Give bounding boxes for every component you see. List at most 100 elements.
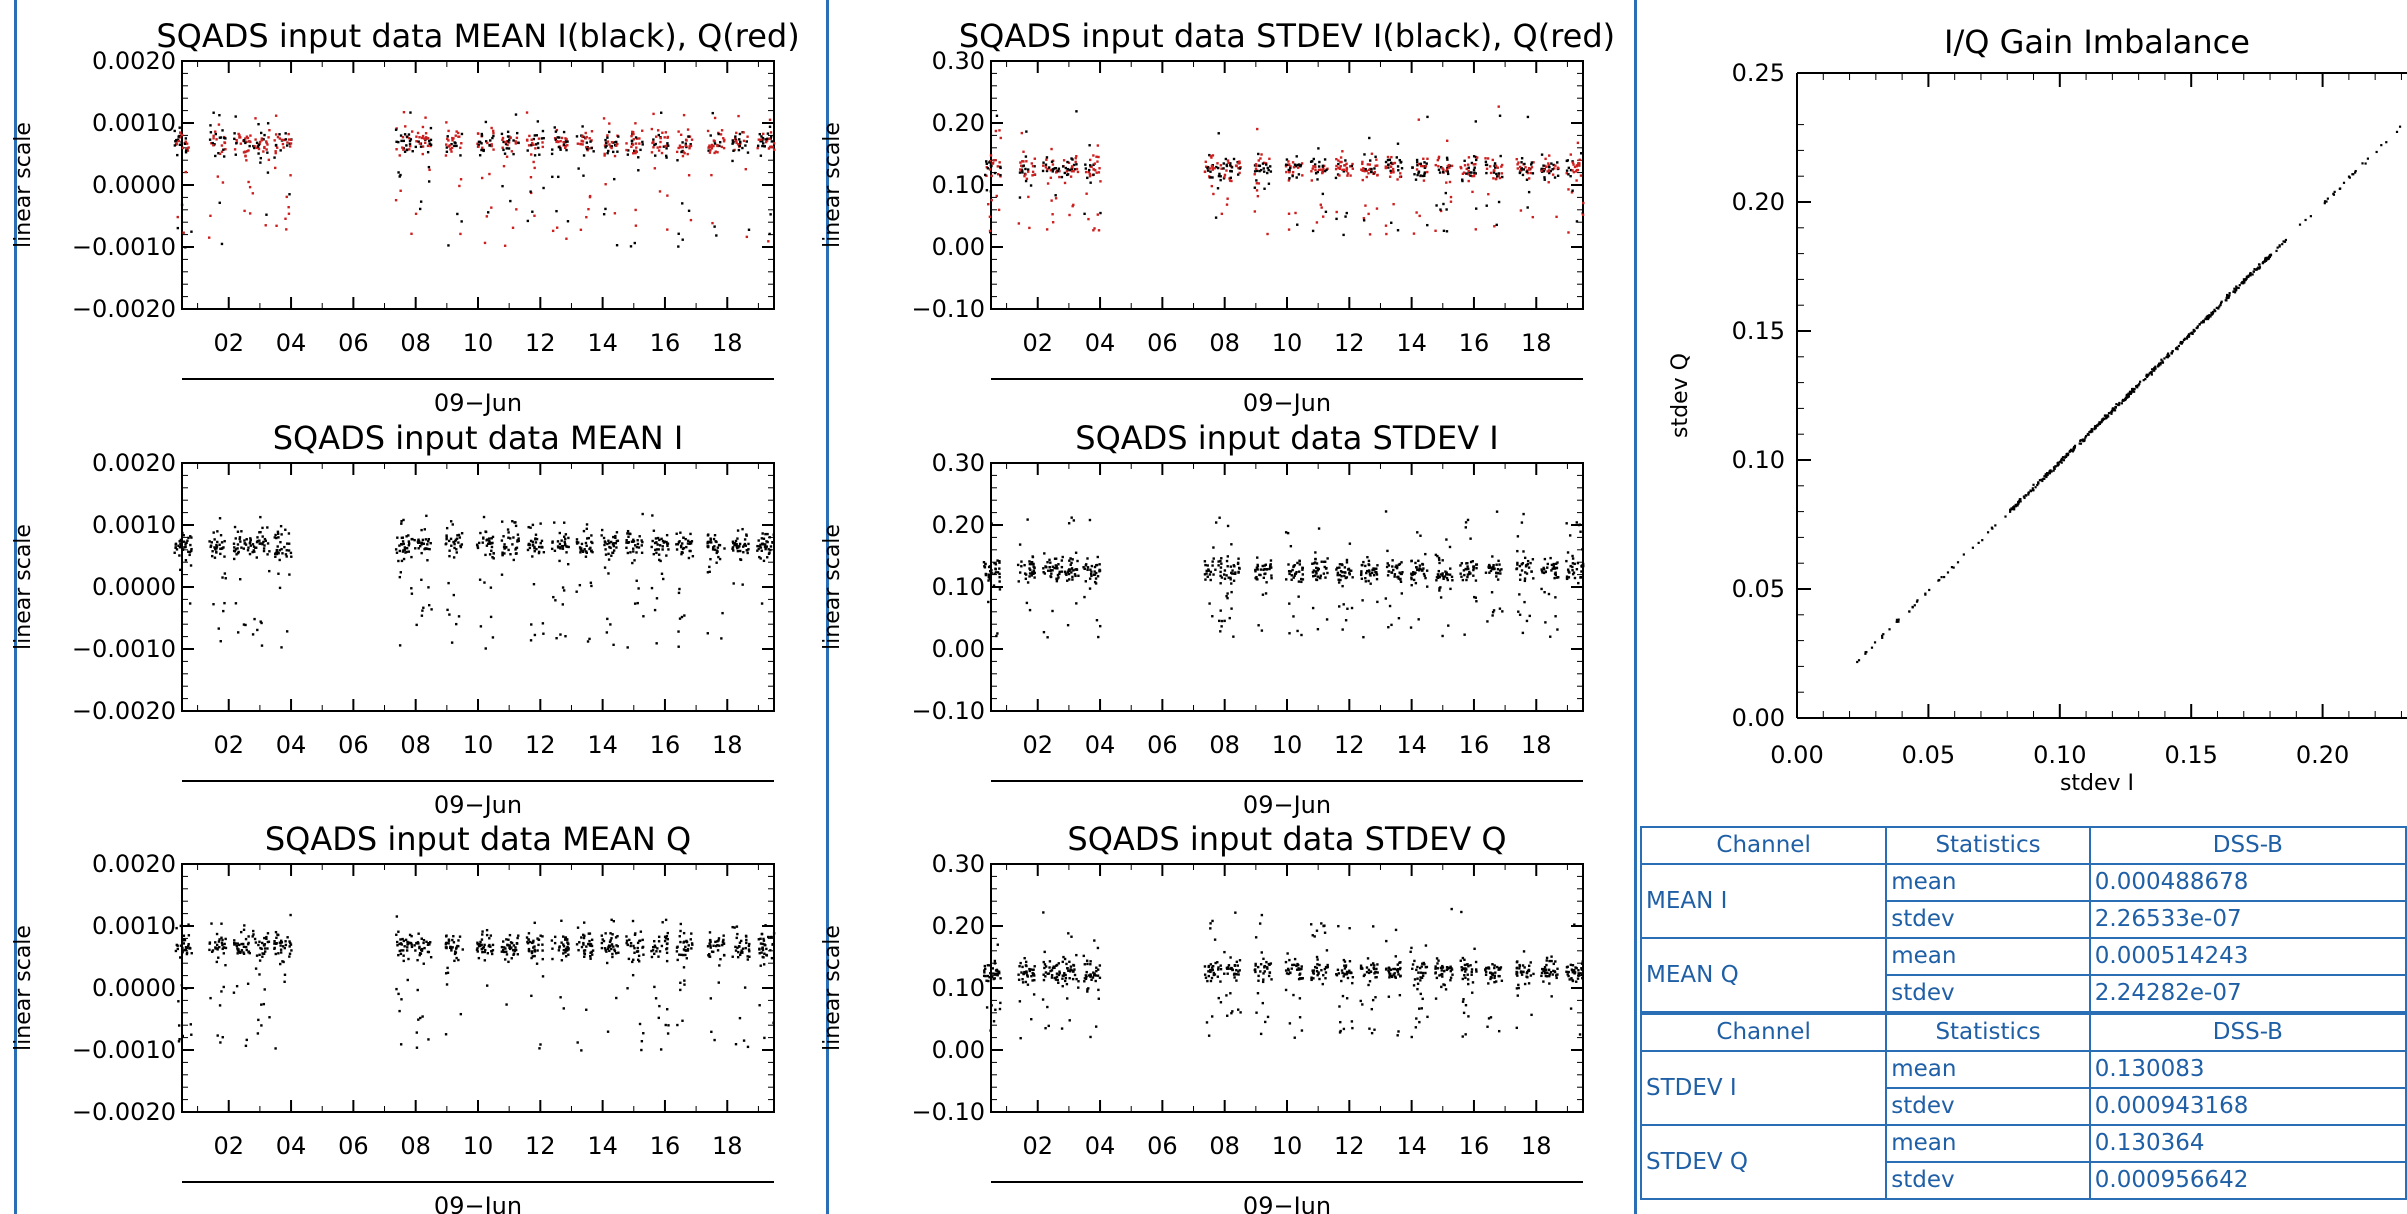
q-point xyxy=(1445,181,1448,184)
q-point xyxy=(532,143,535,146)
i-point xyxy=(1092,573,1096,577)
q-point xyxy=(1028,226,1031,230)
i-point xyxy=(588,939,591,943)
i-point xyxy=(1386,163,1390,167)
i-point xyxy=(398,949,401,953)
i-point xyxy=(1323,931,1327,934)
q-point xyxy=(1488,165,1492,168)
i-point xyxy=(1318,160,1321,164)
i-point xyxy=(1291,174,1294,178)
i-point xyxy=(450,142,453,146)
i-point xyxy=(1531,172,1535,175)
i-point xyxy=(559,146,562,150)
i-point xyxy=(744,544,748,547)
i-point xyxy=(183,938,187,942)
i-point xyxy=(242,623,246,626)
i-point xyxy=(1350,971,1353,975)
i-point xyxy=(1096,575,1100,578)
i-point xyxy=(1394,565,1397,569)
i-point xyxy=(1438,575,1441,579)
i-point xyxy=(402,147,406,150)
i-point xyxy=(454,538,458,542)
q-point xyxy=(1465,167,1468,171)
i-point xyxy=(612,945,615,948)
i-point xyxy=(1051,609,1054,613)
i-point xyxy=(459,1012,463,1016)
i-point xyxy=(1053,566,1056,570)
i-point xyxy=(1475,563,1478,566)
i-point xyxy=(709,944,712,947)
q-point xyxy=(1346,174,1349,177)
i-point xyxy=(1442,575,1445,579)
i-point xyxy=(1338,573,1342,577)
i-point xyxy=(491,556,494,559)
i-point xyxy=(1094,979,1097,983)
i-point xyxy=(1074,574,1077,578)
i-point xyxy=(560,544,564,548)
i-point xyxy=(680,150,683,154)
i-point xyxy=(1422,567,1425,570)
q-point xyxy=(1516,167,1519,170)
i-point xyxy=(1361,599,1364,602)
i-point xyxy=(659,1048,663,1051)
i-point xyxy=(611,955,614,959)
i-point xyxy=(278,586,282,590)
i-point xyxy=(1083,567,1086,570)
i-point xyxy=(1313,574,1317,577)
q-point xyxy=(502,164,506,168)
q-point xyxy=(1449,195,1453,199)
i-point xyxy=(995,634,998,638)
i-point xyxy=(1219,570,1222,574)
q-point xyxy=(1421,164,1425,168)
q-point xyxy=(1253,210,1257,213)
i-point xyxy=(405,949,409,952)
i-point xyxy=(609,944,612,948)
q-point xyxy=(1393,161,1397,165)
i-point xyxy=(1443,575,1447,578)
i-point xyxy=(505,938,508,941)
y-tick-label: 0.0020 xyxy=(92,47,176,75)
i-point xyxy=(684,537,687,541)
i-point xyxy=(1071,575,1074,579)
q-point xyxy=(424,116,427,119)
i-point xyxy=(542,136,545,140)
i-point xyxy=(1270,576,1273,580)
i-point xyxy=(1542,566,1545,570)
i-point xyxy=(190,536,193,539)
i-point xyxy=(1344,964,1348,967)
i-point xyxy=(641,938,644,942)
i-point xyxy=(561,935,565,938)
i-point xyxy=(747,944,751,948)
i-point xyxy=(1065,173,1069,177)
i-point xyxy=(768,125,772,128)
i-point xyxy=(732,141,735,144)
i-point xyxy=(1053,167,1056,170)
i-point xyxy=(189,543,192,547)
i-point xyxy=(1437,168,1441,171)
i-point xyxy=(182,942,186,945)
q-point xyxy=(243,150,247,153)
i-point xyxy=(1361,564,1364,567)
i-point xyxy=(651,945,655,949)
q-point xyxy=(631,143,635,146)
i-point xyxy=(1318,977,1321,981)
i-point xyxy=(740,949,743,952)
i-point xyxy=(1232,157,1236,161)
q-point xyxy=(773,148,776,151)
i-point xyxy=(445,534,448,537)
q-point xyxy=(1366,163,1370,166)
i-point xyxy=(507,960,510,964)
i-point xyxy=(1031,973,1035,977)
i-point xyxy=(1336,571,1340,575)
q-point xyxy=(1045,228,1049,231)
q-point xyxy=(1575,179,1578,182)
i-point xyxy=(685,145,688,149)
i-point xyxy=(240,546,243,549)
i-point xyxy=(1529,561,1532,565)
i-point xyxy=(689,549,692,553)
q-point xyxy=(1238,171,1241,175)
i-point xyxy=(1229,576,1232,580)
i-point xyxy=(489,945,492,948)
q-point xyxy=(233,148,237,151)
q-point xyxy=(1099,180,1102,183)
